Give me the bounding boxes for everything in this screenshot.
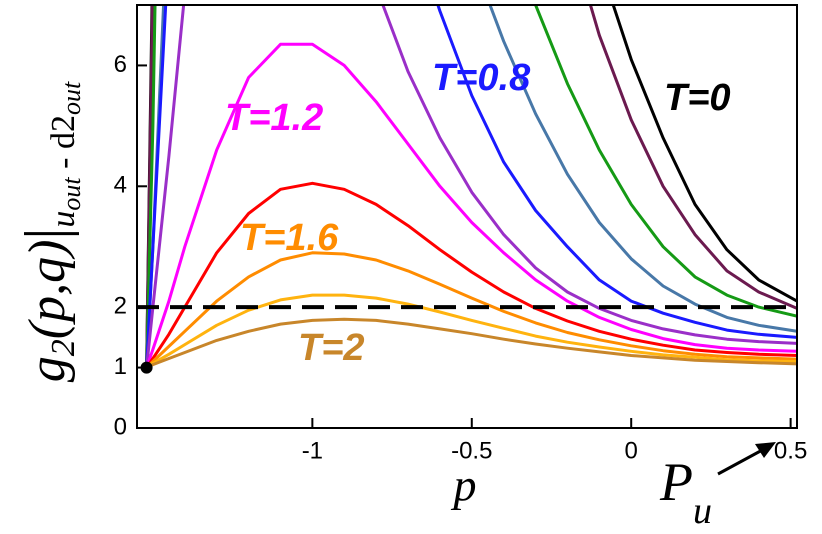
pu-label: Pu bbox=[659, 452, 712, 529]
series-line bbox=[145, 317, 797, 369]
y-label-part: - d2 bbox=[45, 115, 82, 177]
pu-sub: u bbox=[693, 490, 712, 529]
series-line bbox=[145, 5, 797, 368]
annotation: T=0 bbox=[664, 77, 731, 119]
series-line bbox=[145, 5, 797, 368]
annotation: T=1.2 bbox=[225, 97, 323, 139]
annotation: T=2 bbox=[298, 327, 365, 369]
y-label-part: u bbox=[45, 211, 82, 228]
y-label-part: out bbox=[57, 177, 86, 211]
x-tick-label: -1 bbox=[302, 437, 323, 464]
series-line bbox=[145, 181, 797, 369]
y-axis-label: g2(p,q)|uout - d2out bbox=[13, 81, 86, 382]
y-tick-label: 2 bbox=[114, 292, 127, 319]
series-line bbox=[145, 293, 797, 369]
y-tick-label: 1 bbox=[114, 353, 127, 380]
pu-arrowhead bbox=[755, 442, 776, 458]
y-label-part: 2 bbox=[45, 339, 82, 356]
y-label-part: out bbox=[57, 81, 86, 115]
y-tick-label: 6 bbox=[114, 51, 127, 78]
y-label-part: g bbox=[19, 356, 76, 382]
x-axis-label: p bbox=[451, 460, 477, 511]
y-label-part: | bbox=[13, 228, 79, 240]
annotation: T=1.6 bbox=[240, 217, 339, 259]
pu-main: P bbox=[659, 452, 693, 512]
series-line bbox=[145, 42, 797, 369]
x-tick-label: -0.5 bbox=[451, 437, 492, 464]
start-point bbox=[140, 361, 153, 374]
plot-area bbox=[145, 5, 797, 369]
series-line bbox=[145, 5, 797, 368]
x-tick-label: 0.5 bbox=[774, 437, 807, 464]
plot-frame bbox=[136, 4, 798, 429]
series-line bbox=[145, 251, 797, 369]
y-label-part: (p,q) bbox=[19, 240, 76, 340]
x-tick-label: 0 bbox=[625, 437, 638, 464]
series-line bbox=[145, 5, 797, 368]
pu-arrow bbox=[717, 446, 767, 476]
y-tick-label: 0 bbox=[114, 413, 127, 440]
series-line bbox=[145, 5, 797, 368]
y-tick-label: 4 bbox=[114, 172, 127, 199]
series-line bbox=[145, 5, 797, 368]
annotation: T=0.8 bbox=[432, 57, 531, 99]
